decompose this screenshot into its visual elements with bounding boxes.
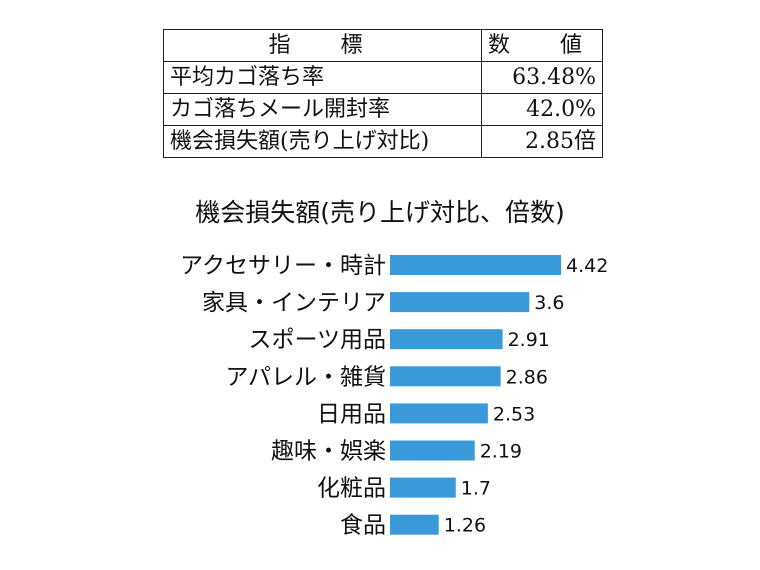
row-label: カゴ落ちメール開封率 <box>163 93 482 126</box>
table-row: カゴ落ちメール開封率 42.0% <box>163 93 604 126</box>
value-label: 2.19 <box>480 441 522 463</box>
bar <box>390 514 439 535</box>
category-label: 趣味・娯楽 <box>271 439 386 465</box>
row-value: 63.48% <box>480 61 604 94</box>
value-label: 1.7 <box>461 478 491 500</box>
row-value: 2.85倍 <box>480 125 604 158</box>
row-label: 平均カゴ落ち率 <box>163 61 482 94</box>
value-label: 2.86 <box>506 366 548 388</box>
category-label: アパレル・雑貨 <box>225 364 386 390</box>
value-label: 3.6 <box>534 292 564 314</box>
value-label: 2.53 <box>493 403 535 425</box>
bar <box>390 292 530 313</box>
chart-title: 機会損失額(売り上げ対比、倍数) <box>195 198 565 227</box>
value-label: 1.26 <box>444 515 486 537</box>
category-label: アクセサリー・時計 <box>180 253 386 279</box>
header-indicator: 指 標 <box>163 29 482 62</box>
bar <box>390 403 488 424</box>
category-label: 化粧品 <box>317 476 386 502</box>
bar <box>390 366 501 387</box>
category-label: 家具・インテリア <box>202 290 386 316</box>
category-label: スポーツ用品 <box>248 327 386 353</box>
bar-chart: アクセサリー・時計 4.42 家具・インテリア 3.6 スポーツ用品 2.91 アパレル・雑… <box>180 253 608 539</box>
row-label: 機会損失額(売り上げ対比) <box>163 125 482 158</box>
table-header-row: 指 標 数 値 <box>163 29 604 62</box>
bar <box>390 329 503 350</box>
value-label: 4.42 <box>566 255 608 277</box>
bar <box>390 477 456 498</box>
value-label: 2.91 <box>508 329 550 351</box>
bar <box>390 255 561 275</box>
table-row: 平均カゴ落ち率 63.48% <box>163 61 604 94</box>
category-label: 食品 <box>340 513 386 539</box>
row-value: 42.0% <box>480 93 604 126</box>
metrics-table: 指 標 数 値 平均カゴ落ち率 63.48% カゴ落ちメール開封率 42.0% … <box>163 29 604 158</box>
category-label: 日用品 <box>317 401 386 427</box>
header-value: 数 値 <box>480 29 604 62</box>
bar <box>390 440 475 461</box>
table-row: 機会損失額(売り上げ対比) 2.85倍 <box>163 125 604 158</box>
